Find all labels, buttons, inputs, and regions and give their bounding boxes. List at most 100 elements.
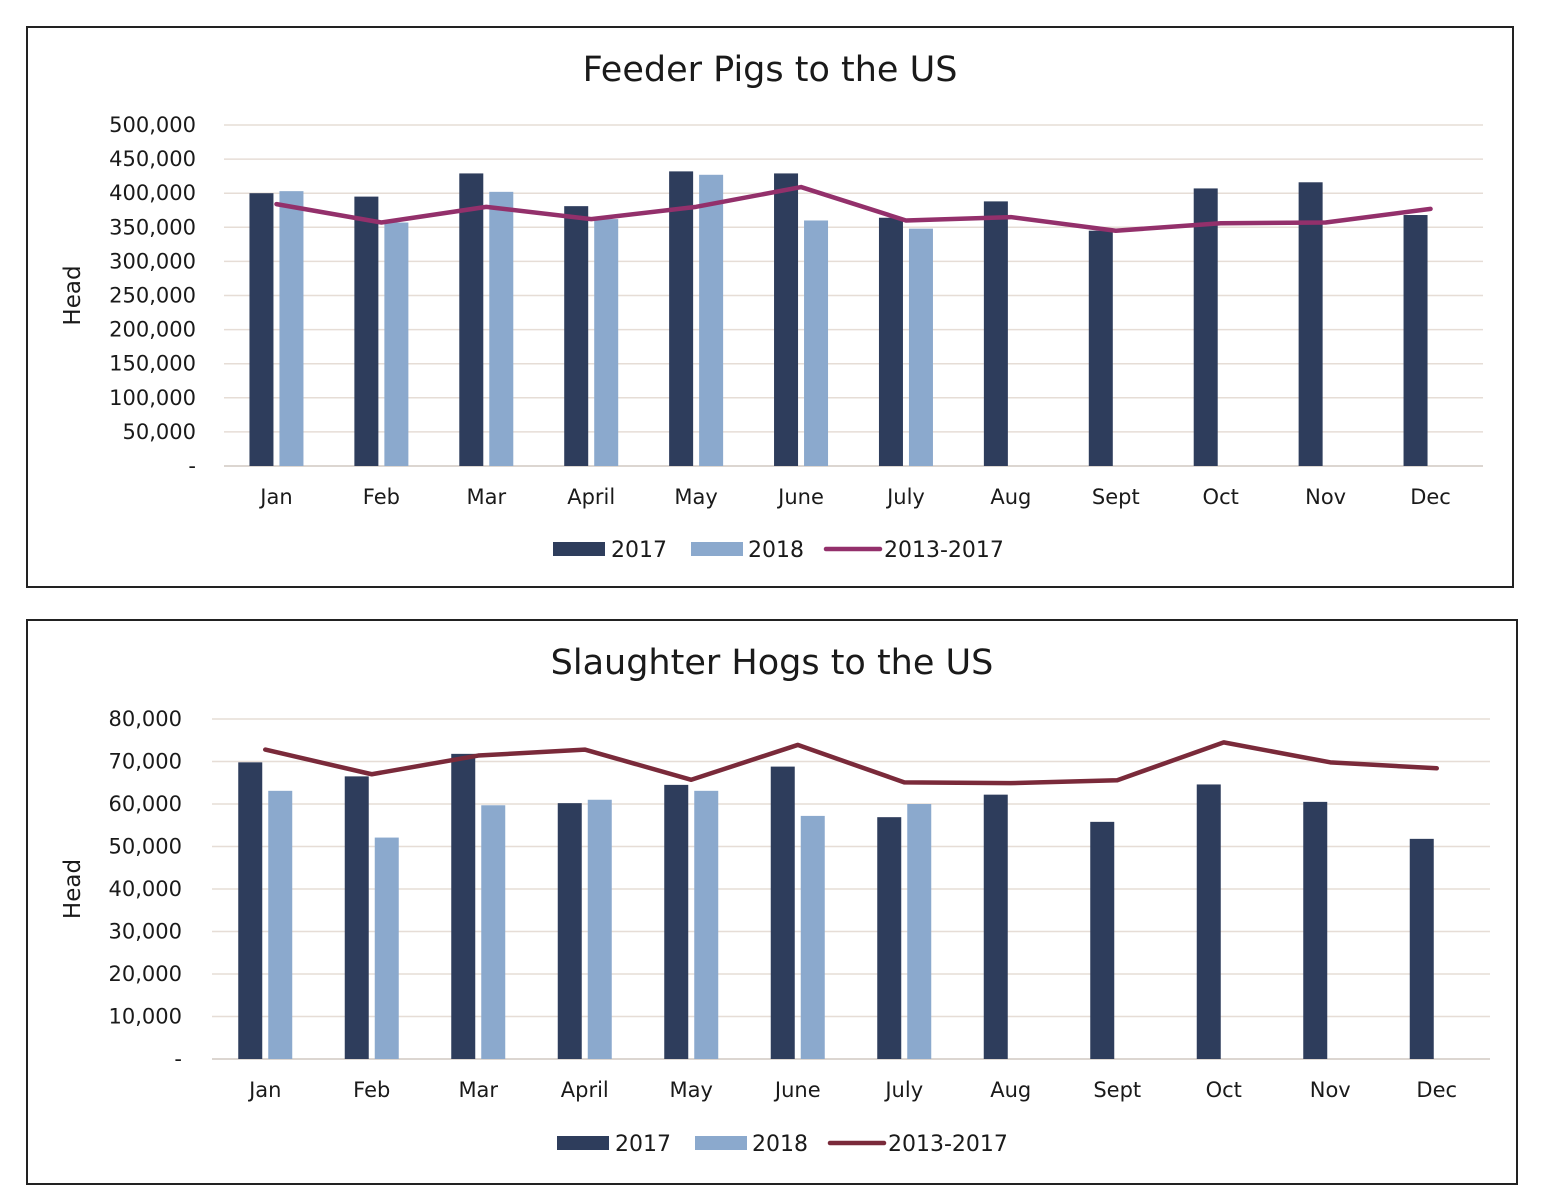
legend-label-2018: 2018 xyxy=(752,1132,808,1157)
bar-2018 xyxy=(908,228,933,466)
bar-2017 xyxy=(1193,188,1218,466)
chart-title: Feeder Pigs to the US xyxy=(582,50,958,90)
line-2013-2017 xyxy=(263,740,1439,786)
x-tick-label: Oct xyxy=(1206,1078,1242,1102)
bar-2017 xyxy=(238,762,263,1059)
chart-title: Slaughter Hogs to the US xyxy=(550,643,994,683)
x-tick-label: June xyxy=(773,1078,821,1102)
feeder-pigs-chart-panel: Feeder Pigs to the US - 50,000 100,000 150,… xyxy=(26,26,1514,588)
y-tick-label: 500,000 xyxy=(109,113,196,137)
bar-2018 xyxy=(384,222,409,466)
y-axis-title: Head xyxy=(60,859,86,919)
x-tick-label: Jan xyxy=(247,1078,281,1102)
x-tick-label: Dec xyxy=(1410,485,1451,509)
legend-swatch-2017 xyxy=(557,1136,609,1150)
bar-2017 xyxy=(664,784,689,1059)
y-tick-label: 80,000 xyxy=(109,707,182,731)
y-tick-label: - xyxy=(188,454,196,478)
y-tick-label: 30,000 xyxy=(109,920,182,944)
x-tick-label: April xyxy=(567,485,615,509)
y-tick-label: 200,000 xyxy=(109,318,196,342)
x-tick-label: Feb xyxy=(363,485,400,509)
x-tick-label: Feb xyxy=(353,1078,390,1102)
bar-2018 xyxy=(481,805,506,1059)
y-tick-label: 40,000 xyxy=(109,877,182,901)
bar-2018 xyxy=(374,837,399,1059)
x-tick-label: Dec xyxy=(1416,1078,1457,1102)
y-tick-label: 400,000 xyxy=(109,181,196,205)
y-tick-label: 50,000 xyxy=(109,835,182,859)
x-tick-label: Aug xyxy=(990,485,1031,509)
x-tick-label: July xyxy=(883,1078,923,1102)
bar-2018 xyxy=(804,220,829,466)
x-tick-label: Aug xyxy=(990,1078,1031,1102)
line-2013-2017 xyxy=(274,184,1433,233)
bar-2017 xyxy=(983,201,1008,466)
y-tick-label: 10,000 xyxy=(109,1005,182,1029)
bar-2017 xyxy=(344,776,369,1059)
y-axis-title: Head xyxy=(60,265,86,325)
legend-label-2017: 2017 xyxy=(615,1132,671,1157)
x-tick-label: Nov xyxy=(1305,485,1346,509)
bar-2017 xyxy=(669,171,694,466)
bar-2018 xyxy=(800,815,825,1059)
bar-2017 xyxy=(249,193,274,466)
bar-2017 xyxy=(1196,784,1221,1059)
bar-2018 xyxy=(907,804,932,1059)
legend-label-2013-2017: 2013-2017 xyxy=(884,538,1004,563)
bar-2018 xyxy=(587,799,612,1059)
bar-2017 xyxy=(1090,821,1115,1059)
x-tick-label: April xyxy=(561,1078,609,1102)
bar-2018 xyxy=(594,219,619,466)
slaughter-hogs-chart: - 10,000 20,000 30,000 40,000 50,000 60,000 70,… xyxy=(60,707,1490,1157)
y-tick-label: 60,000 xyxy=(109,792,182,816)
y-tick-label: 70,000 xyxy=(109,750,182,774)
bar-2017 xyxy=(557,803,582,1059)
x-tick-label: Jan xyxy=(258,485,292,509)
bar-2017 xyxy=(354,196,379,467)
y-tick-label: 450,000 xyxy=(109,147,196,171)
x-tick-label: Mar xyxy=(458,1078,498,1102)
x-tick-label: May xyxy=(670,1078,713,1102)
legend-label-2018: 2018 xyxy=(748,538,804,563)
x-tick-label: Sept xyxy=(1093,1078,1141,1102)
bar-2017 xyxy=(1088,230,1113,466)
legend-swatch-2018 xyxy=(695,1136,747,1150)
bar-2017 xyxy=(770,766,795,1059)
bar-2017 xyxy=(878,217,903,466)
x-tick-label: Oct xyxy=(1203,485,1239,509)
legend-label-2017: 2017 xyxy=(611,538,667,563)
y-tick-label: 100,000 xyxy=(109,386,196,410)
slaughter-hogs-chart-panel: Slaughter Hogs to the US - 10,000 20,000 30… xyxy=(26,619,1518,1185)
y-tick-label: - xyxy=(174,1047,182,1071)
bar-2017 xyxy=(877,817,902,1059)
x-tick-label: Nov xyxy=(1310,1078,1351,1102)
bar-2018 xyxy=(279,191,304,467)
legend-label-2013-2017: 2013-2017 xyxy=(888,1132,1008,1157)
bar-2017 xyxy=(459,173,484,466)
bar-2017 xyxy=(1303,801,1328,1059)
bar-2018 xyxy=(268,790,293,1059)
x-tick-label: June xyxy=(776,485,824,509)
x-tick-label: Sept xyxy=(1092,485,1140,509)
bar-2018 xyxy=(694,790,719,1059)
y-tick-label: 300,000 xyxy=(109,249,196,273)
y-tick-label: 20,000 xyxy=(109,962,182,986)
x-tick-label: Mar xyxy=(466,485,506,509)
bar-2017 xyxy=(1298,182,1323,466)
legend-swatch-2017 xyxy=(553,542,605,556)
y-tick-label: 150,000 xyxy=(109,352,196,376)
bar-2017 xyxy=(983,794,1008,1059)
x-tick-label: May xyxy=(674,485,717,509)
y-tick-label: 50,000 xyxy=(123,420,196,444)
bar-2017 xyxy=(564,206,589,466)
x-tick-label: July xyxy=(885,485,925,509)
bar-2017 xyxy=(774,173,799,466)
bar-2017 xyxy=(1403,215,1428,466)
y-tick-label: 350,000 xyxy=(109,215,196,239)
feeder-pigs-chart: - 50,000 100,000 150,000 200,000 250,000 300,0… xyxy=(60,113,1483,563)
bar-2017 xyxy=(451,753,476,1059)
bar-2017 xyxy=(1409,838,1434,1059)
bar-2018 xyxy=(699,174,724,466)
y-tick-label: 250,000 xyxy=(109,284,196,308)
